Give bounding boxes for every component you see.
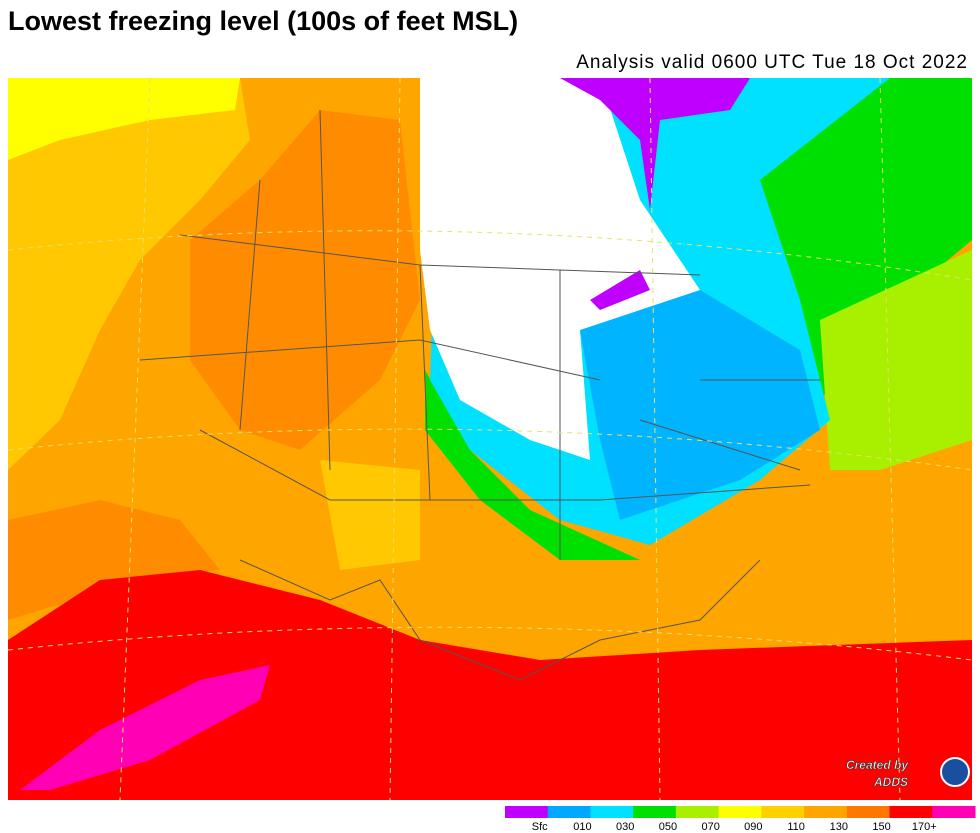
legend-label: 130 [830,821,848,833]
legend-swatch [804,806,848,818]
legend-label: 110 [787,821,805,833]
noaa-logo [940,757,970,787]
region [425,370,640,560]
map: Created by ADDS [7,77,973,801]
region [580,290,820,520]
legend-swatch [505,806,549,818]
legend-label: 150 [872,821,890,833]
legend-swatch [932,806,976,818]
legend-swatch [889,806,933,818]
credit-line: Created by [846,758,909,772]
legend-label: 070 [701,821,719,833]
title: Lowest freezing level (100s of feet MSL) [8,6,518,36]
region [8,78,250,470]
region [8,500,220,620]
legend-swatch [675,806,720,818]
borders [139,109,820,681]
graticule [7,77,973,801]
legend-label: 050 [659,821,677,833]
region [320,460,420,570]
region [590,270,650,310]
region [820,250,972,470]
legend-swatch [633,806,677,818]
region [560,78,750,210]
region [8,78,240,160]
credit-line: ADDS [873,775,908,789]
region [190,110,420,450]
region [20,665,270,790]
region [420,78,700,460]
legend-swatch [590,806,634,818]
legend-label: 090 [744,821,762,833]
region [8,570,972,800]
subtitle: Analysis valid 0600 UTC Tue 18 Oct 2022 [576,52,968,73]
legend-label: 170+ [912,821,937,833]
legend-swatch [846,806,891,818]
legend-label: 030 [616,821,634,833]
legend: Sfc 010 030 050 070 090 110 130 150 170+ [505,806,976,833]
legend-label: 010 [573,821,591,833]
legend-label: Sfc [532,821,548,833]
legend-swatch [547,806,591,818]
legend-swatch [718,806,762,818]
legend-swatch [761,806,805,818]
